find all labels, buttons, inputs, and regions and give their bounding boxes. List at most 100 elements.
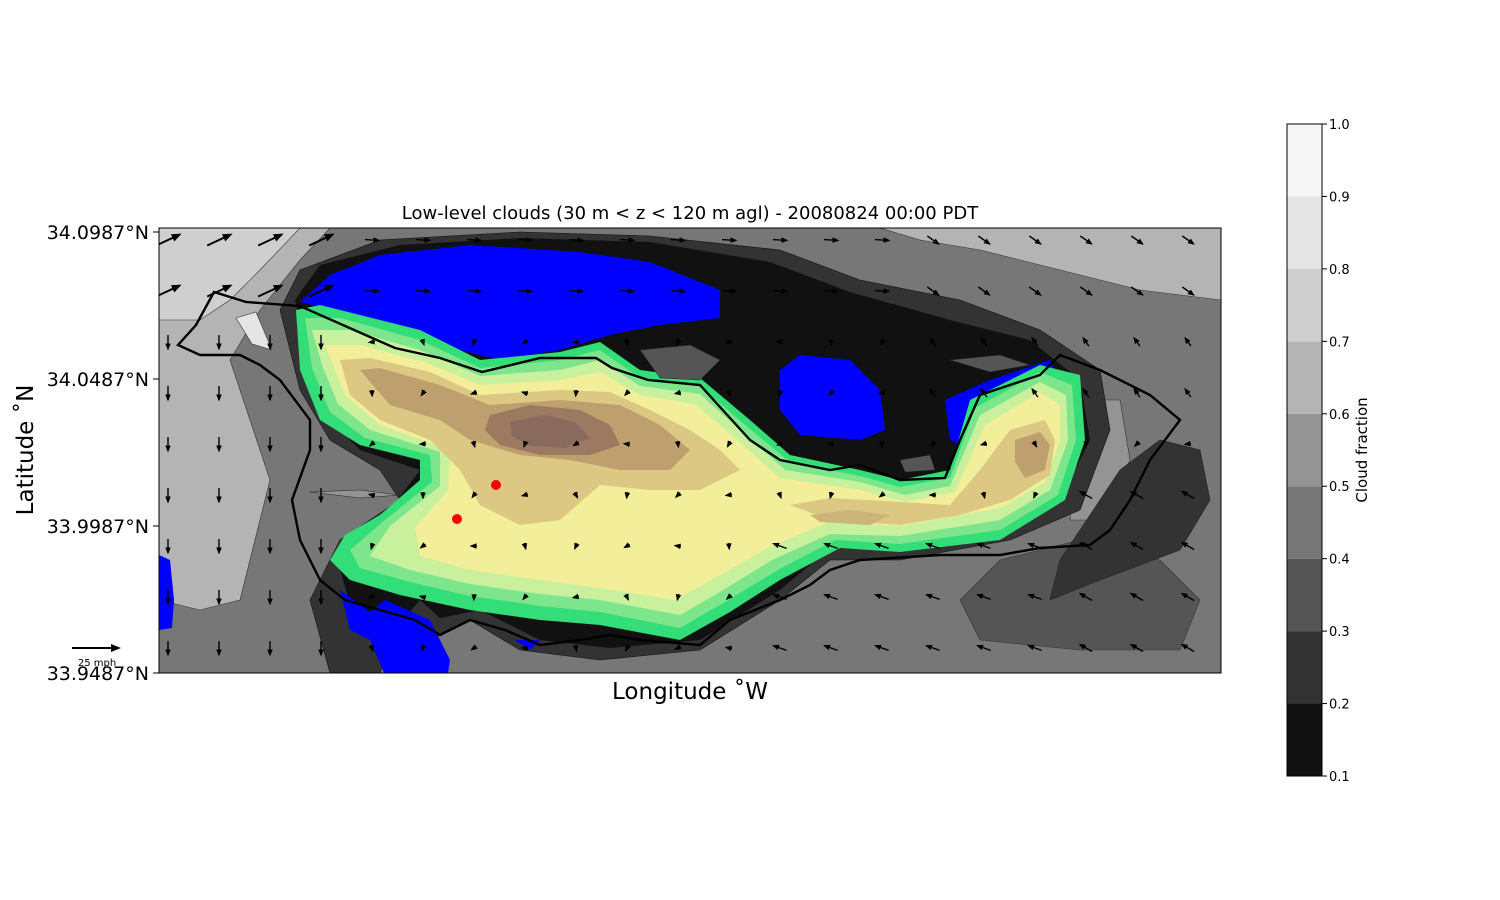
wind-vector bbox=[517, 237, 534, 243]
wind-vector bbox=[159, 284, 182, 297]
colorbar-tick-label: 1.0 bbox=[1329, 118, 1350, 133]
wind-vector bbox=[1181, 286, 1195, 296]
field-patch-3 bbox=[309, 489, 401, 499]
wind-vector bbox=[522, 593, 529, 601]
wind-vector bbox=[1129, 541, 1144, 551]
wind-vector bbox=[772, 644, 787, 652]
wind-vector bbox=[574, 542, 580, 550]
field-patch-4 bbox=[949, 354, 1031, 373]
wind-vector bbox=[673, 543, 682, 550]
wind-vector bbox=[874, 237, 891, 243]
wind-vector bbox=[925, 593, 940, 601]
y-tick-label-1: 34.0487°N bbox=[47, 369, 149, 391]
wind-vector bbox=[520, 491, 529, 498]
wind-vector bbox=[676, 338, 682, 346]
wind-vector bbox=[466, 237, 483, 243]
wind-vector bbox=[523, 440, 529, 449]
y-tick-label-2: 33.9987°N bbox=[47, 516, 149, 538]
wind-vector bbox=[1082, 387, 1090, 398]
wind-vector bbox=[469, 389, 478, 395]
wind-vector bbox=[673, 389, 682, 396]
site-marker-2 bbox=[452, 514, 462, 524]
colorbar-cell bbox=[1287, 703, 1322, 776]
y-tick-label-0: 34.0987°N bbox=[47, 222, 149, 244]
wind-vector bbox=[470, 644, 478, 651]
wind-vector bbox=[1181, 235, 1195, 245]
wind-vector bbox=[674, 491, 682, 499]
wind-vector bbox=[1129, 592, 1144, 602]
chart-title: Low-level clouds (30 m < z < 120 m agl) … bbox=[402, 203, 979, 224]
wind-vector bbox=[572, 440, 580, 447]
wind-vector bbox=[206, 233, 233, 247]
wind-vector bbox=[772, 237, 789, 243]
wind-vectors bbox=[159, 233, 1195, 657]
wind-vector bbox=[725, 593, 733, 600]
wind-vector bbox=[1079, 235, 1093, 245]
wind-vector bbox=[980, 387, 988, 398]
wind-vector bbox=[206, 284, 233, 298]
x-axis-label: Longitude ˚W bbox=[612, 678, 768, 705]
wind-vector bbox=[725, 389, 731, 397]
colorbar: 0.1 0.2 0.3 0.4 0.5 0.6 0.7 0.8 0.9 1.0 Cloud fra… bbox=[1286, 118, 1371, 785]
wind-vector bbox=[1082, 336, 1090, 347]
contour-field bbox=[159, 228, 1221, 673]
wind-vector bbox=[257, 233, 284, 247]
wind-vector bbox=[980, 491, 987, 500]
colorbar-tick-label: 0.2 bbox=[1329, 698, 1350, 713]
cloud-level-6c bbox=[810, 510, 890, 525]
wind-vector bbox=[977, 235, 991, 245]
map-axes: 34.0987°N 34.0487°N 33.9987°N 33.9487°N … bbox=[12, 203, 1222, 705]
colorbar-tick-label: 0.5 bbox=[1329, 480, 1350, 495]
wind-vector bbox=[874, 288, 891, 294]
wind-vector bbox=[776, 440, 784, 446]
colorbar-frame bbox=[1286, 123, 1323, 777]
wind-vector bbox=[419, 338, 425, 347]
wind-vector bbox=[369, 542, 376, 551]
wind-vector bbox=[725, 338, 733, 345]
wind-vector bbox=[573, 389, 580, 398]
field-blue-left bbox=[159, 555, 174, 630]
wind-vector bbox=[1129, 643, 1144, 653]
field-dark-right bbox=[1049, 439, 1211, 601]
cloud-level-8 bbox=[510, 415, 590, 448]
wind-vector bbox=[421, 644, 427, 653]
wind-vector bbox=[1027, 593, 1042, 601]
field-blue-south bbox=[340, 590, 450, 673]
wind-vector bbox=[929, 387, 937, 398]
wind-vector bbox=[1028, 235, 1042, 245]
colorbar-tick-label: 0.1 bbox=[1329, 770, 1350, 785]
wind-vector bbox=[1027, 542, 1042, 550]
wind-vector bbox=[772, 593, 787, 601]
wind-vector bbox=[976, 593, 991, 601]
colorbar-tick-label: 0.7 bbox=[1329, 335, 1350, 350]
wind-vector bbox=[367, 593, 376, 599]
colorbar-label: Cloud fraction bbox=[1353, 397, 1371, 502]
wind-vector bbox=[1033, 491, 1039, 499]
cloud-level-6b bbox=[1015, 432, 1050, 478]
wind-vector bbox=[624, 644, 631, 652]
wind-vector bbox=[1180, 541, 1195, 551]
y-axis-label: Latitude ˚N bbox=[12, 385, 39, 516]
wind-vector bbox=[674, 440, 681, 449]
wind-vector bbox=[976, 542, 991, 550]
y-ticks: 34.0987°N 34.0487°N 33.9987°N 33.9487°N bbox=[47, 222, 159, 685]
wind-vector bbox=[977, 286, 991, 296]
wind-vector bbox=[878, 491, 886, 498]
wind-vector bbox=[823, 288, 840, 294]
wind-vector bbox=[1078, 592, 1093, 602]
wind-vector bbox=[572, 491, 579, 499]
wind-vector bbox=[1129, 490, 1144, 500]
wind-vector bbox=[572, 644, 579, 653]
colorbar-cell bbox=[1287, 196, 1322, 269]
wind-vector bbox=[823, 593, 838, 601]
wind-vector bbox=[619, 288, 636, 294]
wind-vector bbox=[1180, 592, 1195, 602]
wind-vector bbox=[257, 284, 284, 298]
wind-vector bbox=[1028, 286, 1042, 296]
site-marker-1 bbox=[491, 480, 501, 490]
wind-vector bbox=[1031, 440, 1038, 448]
wind-vector bbox=[675, 593, 682, 602]
wind-vector bbox=[828, 491, 835, 500]
field-light-left bbox=[159, 228, 331, 611]
wind-vector bbox=[1184, 387, 1192, 398]
